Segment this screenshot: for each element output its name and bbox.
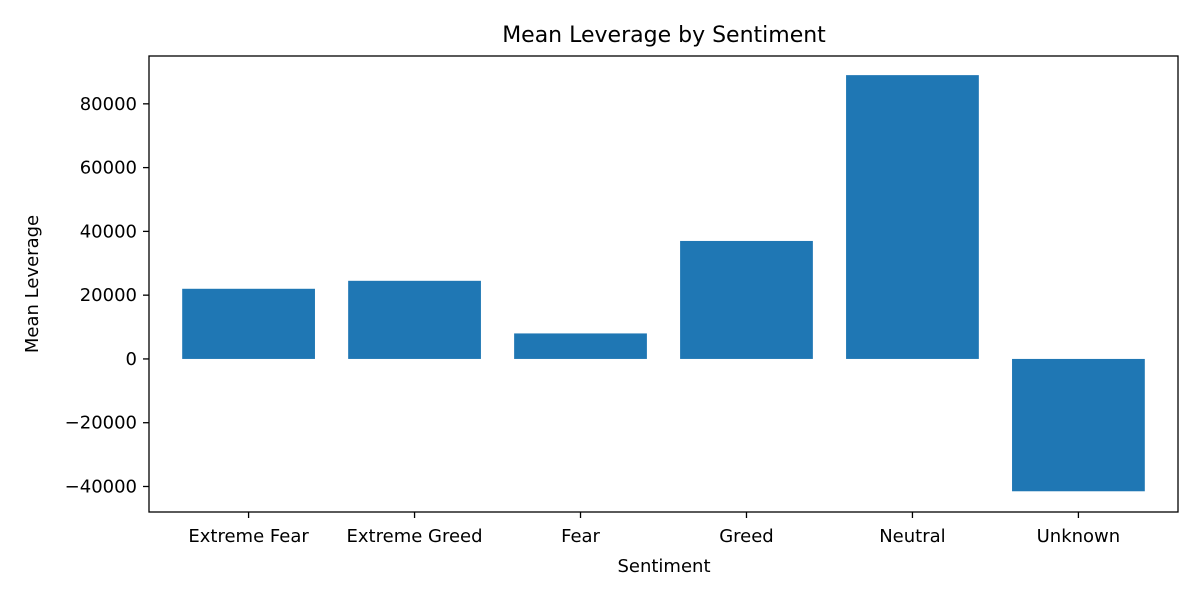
bar-neutral	[846, 75, 979, 359]
y-axis-ticks: −40000 −20000 0 20000 40000 60000 80000	[65, 94, 149, 497]
bar-extreme-greed	[348, 280, 481, 359]
y-tick-label: −40000	[65, 476, 137, 497]
chart-title: Mean Leverage by Sentiment	[502, 23, 826, 48]
y-tick-label: 80000	[80, 94, 137, 115]
bar-fear	[514, 333, 647, 359]
y-axis-label: Mean Leverage	[22, 215, 43, 353]
bar-unknown	[1012, 358, 1145, 492]
y-tick-label: −20000	[65, 413, 137, 434]
y-tick-label: 40000	[80, 221, 137, 242]
y-tick-label: 60000	[80, 158, 137, 179]
x-tick-label: Fear	[561, 526, 600, 547]
x-tick-label: Greed	[719, 526, 774, 547]
x-tick-label: Extreme Fear	[188, 526, 309, 547]
y-tick-label: 20000	[80, 285, 137, 306]
bar-greed	[680, 240, 813, 359]
bar-extreme-fear	[182, 288, 315, 359]
x-tick-label: Unknown	[1037, 526, 1121, 547]
x-tick-label: Extreme Greed	[347, 526, 483, 547]
bars-group	[182, 75, 1145, 492]
plot-frame	[148, 55, 1179, 513]
x-axis-label: Sentiment	[617, 556, 710, 577]
x-tick-label: Neutral	[879, 526, 945, 547]
y-tick-label: 0	[126, 349, 137, 370]
x-axis-ticks: Extreme Fear Extreme Greed Fear Greed Neutra…	[188, 512, 1120, 547]
